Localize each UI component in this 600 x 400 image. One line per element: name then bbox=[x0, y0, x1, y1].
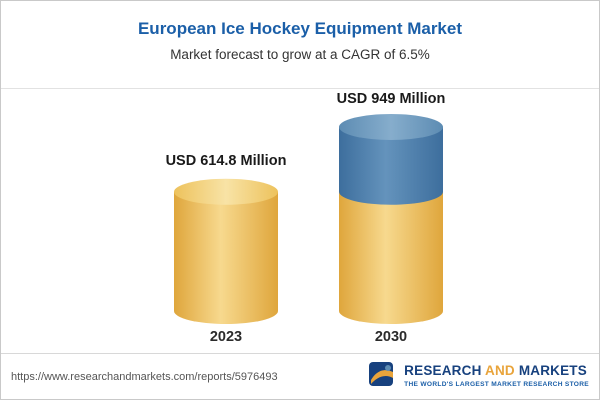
value-label-2030: USD 949 Million bbox=[336, 91, 446, 107]
chart-area: USD 614.8 Million USD 949 Million 2023 2… bbox=[1, 89, 599, 355]
report-url-link[interactable]: https://www.researchandmarkets.com/repor… bbox=[11, 370, 278, 383]
chart-title: European Ice Hockey Equipment Market bbox=[137, 19, 463, 38]
value-label-2023: USD 614.8 Million bbox=[165, 153, 287, 169]
cylinder-bar-chart bbox=[174, 114, 443, 324]
chart-header: European Ice Hockey Equipment Market Mar… bbox=[1, 1, 599, 89]
researchandmarkets-logo[interactable]: RESEARCH AND MARKETS THE WORLD'S LARGEST… bbox=[368, 360, 589, 393]
logo-tagline: THE WORLD'S LARGEST MARKET RESEARCH STOR… bbox=[404, 381, 589, 389]
footer: https://www.researchandmarkets.com/repor… bbox=[1, 353, 599, 399]
logo-wordmark: RESEARCH AND MARKETS bbox=[404, 363, 587, 379]
chart-subtitle: Market forecast to grow at a CAGR of 6.5… bbox=[170, 47, 430, 62]
category-label-2030: 2030 bbox=[374, 329, 408, 345]
logo-icon bbox=[368, 360, 398, 393]
category-label-2023: 2023 bbox=[209, 329, 243, 345]
